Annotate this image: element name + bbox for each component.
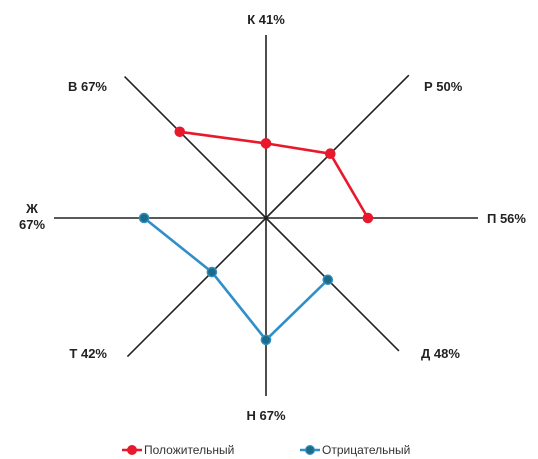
axis-label-n: Н 67% [246,408,285,423]
legend-marker-swatch [305,445,316,456]
legend-marker-swatch [126,445,137,456]
axis-label-r: Р 50% [424,79,463,94]
data-point-negative-t [206,266,218,278]
axis-labels-layer: К 41% Р 50% П 56% Д 48% Н 67% Т 42% Ж 67% В 67% [19,12,526,423]
data-point-positive-v [174,126,186,138]
data-point-negative-d [322,274,334,286]
data-point-negative-zh [138,212,150,224]
axis-line-d [265,217,400,352]
axis-label-v: В 67% [68,79,107,94]
legend-entry-negative: Отрицательный [300,443,410,457]
series-line-positive [178,130,370,220]
data-point-positive-r [324,148,336,159]
series-line-negative [142,216,330,342]
axis-label-t: Т 42% [69,346,107,361]
legend-entry-positive: Положительный [122,443,234,457]
data-point-positive-p [362,212,374,224]
axis-line-t [126,217,267,358]
axis-label-k: К 41% [247,12,285,27]
data-point-negative-n [260,334,272,346]
axis-label-zh: Ж 67% [19,201,45,232]
axis-line-v [124,76,267,219]
axis-label-d: Д 48% [421,346,460,361]
series-layer [138,126,374,346]
axis-label-p: П 56% [487,211,526,226]
legend: Положительный Отрицательный [122,443,410,457]
legend-label: Отрицательный [322,443,410,457]
axis-line-r [265,74,410,219]
data-point-positive-k [260,138,272,149]
legend-label: Положительный [144,443,234,457]
